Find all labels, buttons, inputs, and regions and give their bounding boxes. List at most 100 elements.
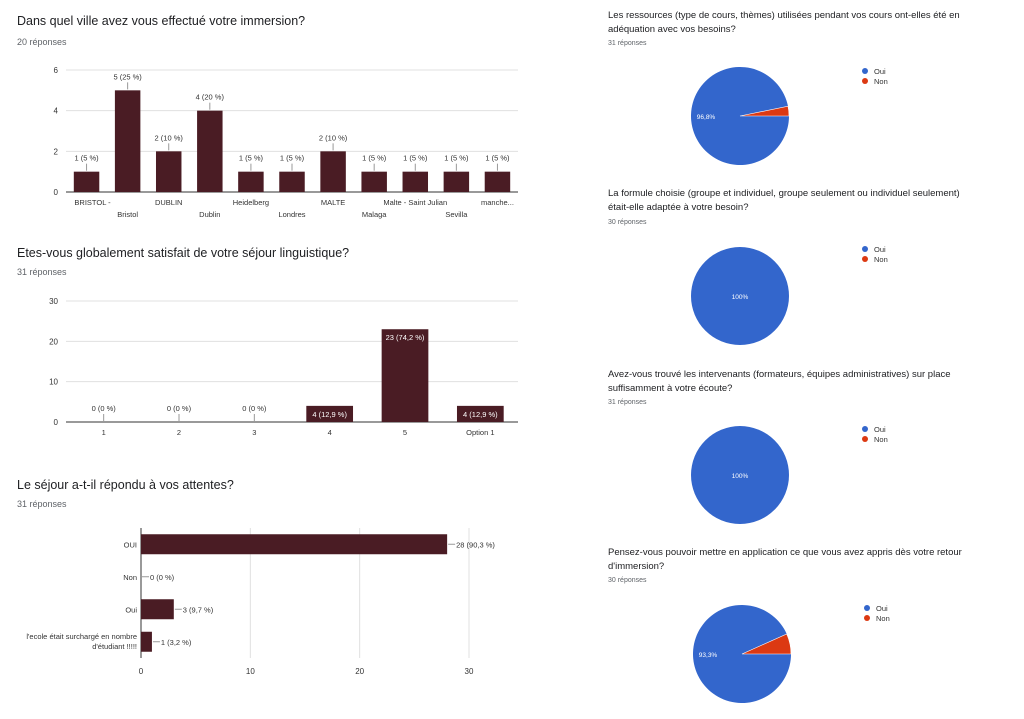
ville-response-count: 20 réponses	[17, 37, 67, 47]
x-tick-label: Bristol	[117, 210, 138, 219]
data-label: 1 (5 %)	[280, 154, 305, 163]
ressources-pie-chart: 96,8%	[691, 66, 790, 165]
x-tick-label: MALTE	[321, 198, 345, 207]
x-tick-label: Heidelberg	[233, 198, 269, 207]
non-legend-label: Non	[874, 76, 888, 86]
oui-legend-label: Oui	[874, 424, 886, 434]
y-tick-label: OUI	[124, 540, 137, 549]
ressources-question: Les ressources (type de cours, thèmes) u…	[608, 10, 960, 35]
data-label: 1 (5 %)	[444, 154, 469, 163]
pie-slice-label: 96,8%	[697, 114, 716, 121]
intervenants-response-count: 31 réponses	[608, 399, 647, 406]
data-label: 1 (5 %)	[362, 154, 387, 163]
data-label: 3 (9,7 %)	[183, 605, 214, 614]
non-legend-label: Non	[874, 434, 888, 444]
data-label: 1 (3,2 %)	[161, 638, 192, 647]
y-tick-label: 6	[54, 66, 59, 75]
bar	[381, 329, 429, 422]
data-label: 2 (10 %)	[155, 133, 184, 142]
y-tick-label: d'étudiant !!!!!	[92, 642, 137, 651]
oui-legend-dot	[862, 68, 868, 74]
satisfait-response-count: 31 réponses	[17, 267, 67, 277]
non-legend-label: Non	[876, 613, 890, 623]
x-tick-label: 0	[139, 667, 144, 676]
data-label: 0 (0 %)	[242, 404, 267, 413]
application-response-count: 30 réponses	[608, 577, 647, 584]
bar	[238, 171, 264, 192]
y-tick-label: 0	[54, 188, 59, 197]
application-legend: Oui Non	[864, 603, 890, 623]
non-legend-dot	[862, 256, 868, 262]
oui-legend-label: Oui	[874, 66, 886, 76]
satisfait-bar-chart: 0 10 20 30 0 (0 %) 1 0 (0 %) 2 0 (0 %) 3 4 (12,9 %…	[49, 297, 518, 437]
x-tick-label: Dublin	[199, 210, 220, 219]
oui-legend-dot	[862, 246, 868, 252]
formule-pie-chart: 100%	[691, 247, 789, 345]
attentes-bar-chart: 0 10 20 30 28 (90,3 %) OUI 0 (0 %) Non 3 (9,7 %)…	[26, 528, 495, 676]
bar	[484, 171, 511, 192]
y-tick-label: 2	[54, 147, 59, 156]
non-legend-dot	[864, 615, 870, 621]
ressources-response-count: 31 réponses	[608, 40, 647, 47]
application-pie-chart: 93,3%	[693, 605, 792, 703]
y-tick-label: 10	[49, 378, 58, 387]
data-label: 1 (5 %)	[403, 154, 428, 163]
bar	[443, 171, 470, 192]
pie-slice-non	[739, 105, 790, 117]
data-label: 23 (74,2 %)	[386, 333, 425, 342]
bar	[361, 171, 387, 192]
intervenants-question: Avez-vous trouvé les intervenants (forma…	[608, 369, 951, 394]
formule-response-count: 30 réponses	[608, 219, 647, 226]
data-label: 0 (0 %)	[150, 573, 175, 582]
y-tick-label: l'ecole était surchargé en nombre	[26, 632, 137, 641]
ville-question: Dans quel ville avez vous effectué votre…	[17, 14, 306, 28]
pie-slice-non	[741, 633, 792, 655]
bar	[402, 171, 429, 192]
x-tick-label: Sevilla	[445, 210, 468, 219]
formule-question: La formule choisie (groupe et individuel…	[608, 188, 960, 213]
data-label: 4 (12,9 %)	[312, 410, 347, 419]
ville-bar-chart: 0 2 4 6 1 (5 %) BRISTOL - 5 (25 %) Bristol 2 (10…	[54, 66, 518, 219]
bar	[141, 631, 152, 652]
ressources-legend: Oui Non	[862, 66, 888, 86]
non-legend-dot	[862, 78, 868, 84]
data-label: 2 (10 %)	[319, 133, 348, 142]
x-tick-label: Malte - Saint Julian	[383, 198, 447, 207]
x-tick-label: 30	[465, 667, 474, 676]
pie-slice-oui	[691, 247, 789, 345]
y-tick-label: 4	[54, 107, 59, 116]
x-tick-label: 4	[328, 428, 332, 437]
bar	[279, 171, 305, 192]
pie-slice-label: 100%	[732, 473, 749, 480]
satisfait-question: Etes-vous globalement satisfait de votre…	[17, 246, 350, 260]
y-tick-label: Oui	[125, 605, 137, 614]
x-tick-label: 20	[355, 667, 364, 676]
x-tick-label: 10	[246, 667, 255, 676]
data-label: 5 (25 %)	[113, 72, 142, 81]
intervenants-pie-chart: 100%	[691, 426, 789, 524]
x-tick-label: Option 1	[466, 428, 494, 437]
bar	[320, 151, 346, 192]
bar	[197, 110, 223, 192]
oui-legend-dot	[862, 426, 868, 432]
x-tick-label: 5	[403, 428, 407, 437]
oui-legend-label: Oui	[874, 244, 886, 254]
x-tick-label: Londres	[278, 210, 305, 219]
x-tick-label: manche...	[481, 198, 514, 207]
bar	[114, 90, 141, 192]
y-tick-label: 30	[49, 297, 58, 306]
attentes-response-count: 31 réponses	[17, 499, 67, 509]
data-label: 4 (20 %)	[196, 93, 225, 102]
bar	[456, 405, 504, 422]
intervenants-legend: Oui Non	[862, 424, 888, 444]
bar	[141, 599, 174, 620]
data-label: 28 (90,3 %)	[456, 540, 495, 549]
x-tick-label: BRISTOL -	[74, 198, 111, 207]
data-label: 0 (0 %)	[92, 404, 117, 413]
x-tick-label: 3	[252, 428, 256, 437]
data-label: 1 (5 %)	[74, 154, 99, 163]
formule-legend: Oui Non	[862, 244, 888, 264]
y-tick-label: Non	[123, 573, 137, 582]
bar	[155, 151, 182, 192]
bar	[141, 534, 448, 555]
